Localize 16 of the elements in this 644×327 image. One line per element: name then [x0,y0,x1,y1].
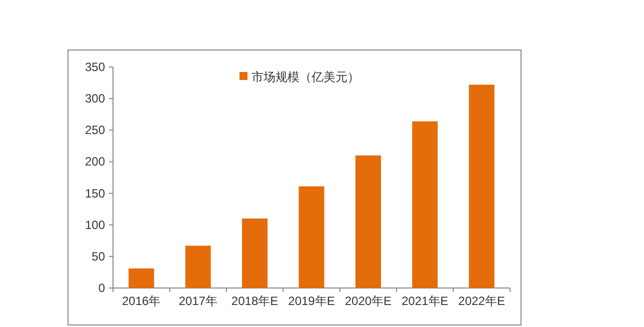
y-tick-label: 100 [84,218,106,232]
y-tick-label: 350 [84,60,106,74]
x-tick-label: 2019年E [288,294,335,308]
x-tick-label: 2017年 [178,294,218,308]
x-tick-label: 2020年E [344,294,392,308]
x-tick-label: 2021年E [402,294,448,308]
y-tick-label: 150 [84,186,106,200]
legend: 市场规模（亿美元） [240,70,360,84]
y-tick-label: 250 [84,123,106,138]
y-tick-label: 200 [84,154,106,169]
y-tick-label: 50 [92,249,106,264]
y-tick-label: 0 [98,281,106,295]
y-tick-label: 300 [84,92,106,106]
x-tick-label: 2022年E [458,294,505,308]
x-tick-label: 2018年E [231,294,278,308]
x-tick-label: 2016年 [122,294,161,308]
